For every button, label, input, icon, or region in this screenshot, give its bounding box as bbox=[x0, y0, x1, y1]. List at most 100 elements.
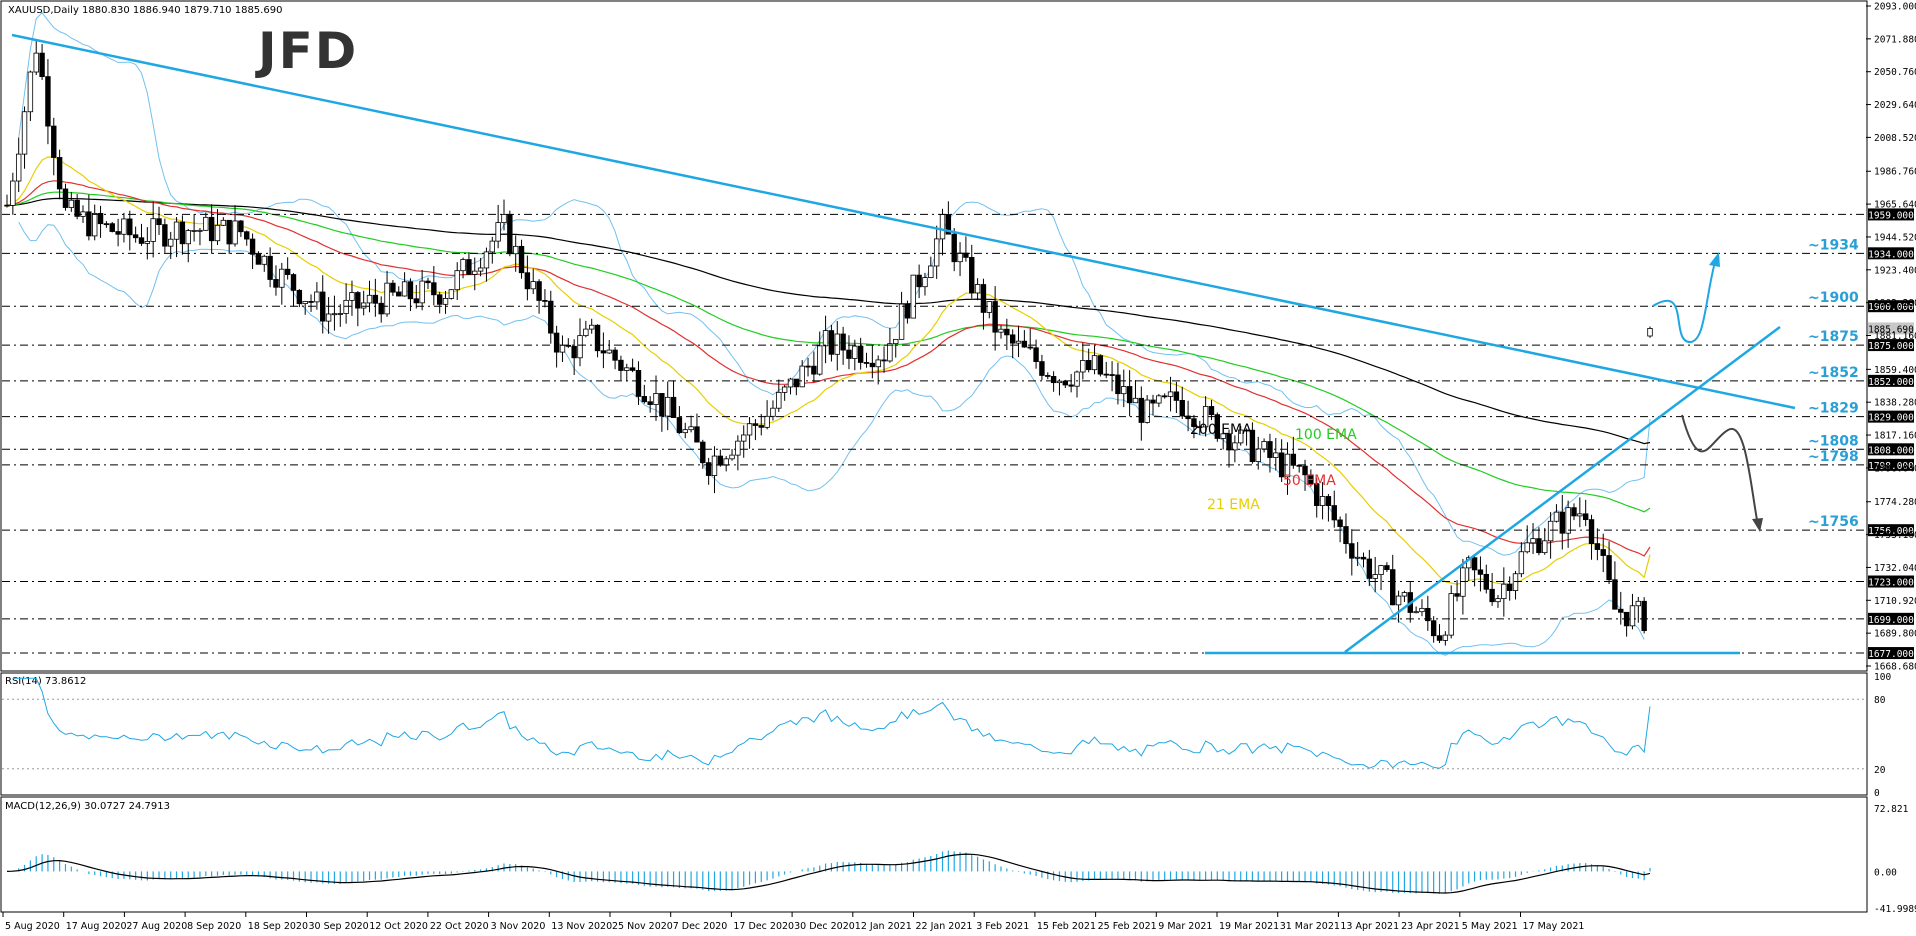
candle bbox=[606, 339, 612, 354]
candle bbox=[1314, 478, 1320, 518]
candle bbox=[1401, 590, 1408, 603]
candle bbox=[51, 117, 57, 176]
candle-body bbox=[384, 282, 390, 315]
candle bbox=[27, 70, 34, 122]
candle-body bbox=[431, 282, 437, 296]
candle bbox=[1354, 541, 1361, 567]
candle-body bbox=[1542, 540, 1548, 554]
candle-body bbox=[308, 301, 314, 303]
candle bbox=[495, 204, 501, 249]
candle bbox=[1430, 616, 1437, 643]
candle-body bbox=[4, 204, 10, 207]
candle bbox=[1162, 393, 1168, 399]
candle-body bbox=[1179, 400, 1185, 417]
candle bbox=[384, 270, 390, 317]
level-label: ~1875 bbox=[1808, 329, 1859, 345]
candle-body bbox=[442, 298, 449, 305]
candle-body bbox=[1167, 391, 1174, 397]
candle bbox=[249, 233, 256, 269]
candle bbox=[308, 294, 314, 312]
candle bbox=[1600, 533, 1606, 573]
candle-body bbox=[1612, 579, 1618, 610]
candle-body bbox=[565, 344, 572, 347]
candle-body bbox=[659, 393, 665, 417]
candle-body bbox=[1238, 429, 1244, 444]
candle bbox=[717, 449, 724, 467]
candle bbox=[1419, 599, 1425, 617]
candle bbox=[1238, 425, 1244, 446]
candle bbox=[840, 326, 846, 365]
candle-body bbox=[828, 330, 835, 355]
candle bbox=[1629, 593, 1636, 630]
date-tick-label: 9 Mar 2021 bbox=[1158, 921, 1212, 932]
level-tag-box bbox=[1868, 339, 1914, 352]
candle bbox=[963, 236, 969, 262]
candle-body bbox=[86, 211, 92, 237]
candle-body bbox=[466, 259, 472, 275]
candle-body bbox=[1325, 496, 1332, 506]
candle-body bbox=[1471, 557, 1478, 571]
candle-body bbox=[1132, 397, 1139, 404]
candle bbox=[115, 218, 121, 247]
candle bbox=[594, 324, 601, 358]
candle-body bbox=[1518, 551, 1525, 575]
date-tick-label: 17 May 2021 bbox=[1523, 921, 1585, 932]
candle-body bbox=[39, 52, 45, 78]
candle bbox=[378, 296, 384, 323]
candle-body bbox=[1261, 441, 1267, 450]
candle bbox=[407, 278, 414, 312]
candle bbox=[489, 236, 495, 264]
candle bbox=[518, 239, 525, 279]
candle bbox=[705, 457, 712, 485]
candle-body bbox=[74, 199, 80, 217]
candle-body bbox=[957, 252, 963, 263]
candle-body bbox=[559, 344, 566, 353]
date-tick-label: 25 Feb 2021 bbox=[1098, 921, 1157, 932]
candle bbox=[162, 218, 168, 253]
annotations bbox=[11, 33, 1796, 655]
candle bbox=[1074, 370, 1080, 398]
price-tick-label: 2029.640 bbox=[1874, 100, 1916, 111]
price-tick-label: 1732.040 bbox=[1874, 563, 1916, 574]
candle-body bbox=[1501, 583, 1507, 600]
candle bbox=[1448, 585, 1454, 639]
candle bbox=[1115, 362, 1121, 405]
candle bbox=[396, 286, 402, 297]
price-tick-label: 2071.880 bbox=[1874, 34, 1916, 45]
candle bbox=[436, 291, 443, 314]
candle bbox=[454, 262, 460, 301]
rsi-layer: 100 80 20 0 bbox=[2, 672, 1891, 799]
candle-body bbox=[852, 345, 858, 359]
candle-body bbox=[1284, 453, 1291, 478]
candle-body bbox=[1021, 340, 1028, 348]
candle-body bbox=[103, 223, 110, 226]
level-label: ~1829 bbox=[1808, 401, 1859, 417]
candle bbox=[355, 291, 361, 327]
candle-body bbox=[1331, 505, 1337, 521]
level-tag-box bbox=[1868, 247, 1914, 260]
price-tick-label: 1965.640 bbox=[1874, 200, 1916, 211]
candle-body bbox=[776, 391, 782, 409]
date-tick-label: 12 Jan 2021 bbox=[855, 921, 912, 932]
candle bbox=[401, 272, 408, 297]
date-tick-label: 18 Sep 2020 bbox=[248, 921, 308, 932]
level-tag-value: 1699.000 bbox=[1868, 615, 1914, 626]
candle bbox=[524, 255, 531, 301]
candle-body bbox=[325, 313, 332, 322]
candle bbox=[168, 231, 174, 259]
candle bbox=[1641, 597, 1647, 634]
macd-panel-frame bbox=[0, 796, 1868, 913]
candle-body bbox=[1126, 386, 1133, 404]
candle-body bbox=[969, 257, 975, 294]
candle-body bbox=[501, 214, 507, 224]
candle bbox=[466, 252, 472, 275]
candle-body bbox=[1565, 507, 1571, 534]
candle-body bbox=[1009, 334, 1016, 344]
date-tick-label: 17 Aug 2020 bbox=[66, 921, 127, 932]
candle-body bbox=[1343, 526, 1349, 545]
candle bbox=[1255, 436, 1261, 470]
candle bbox=[144, 227, 151, 260]
candle bbox=[290, 273, 297, 307]
candle bbox=[536, 279, 542, 314]
candle-body bbox=[1220, 433, 1226, 439]
